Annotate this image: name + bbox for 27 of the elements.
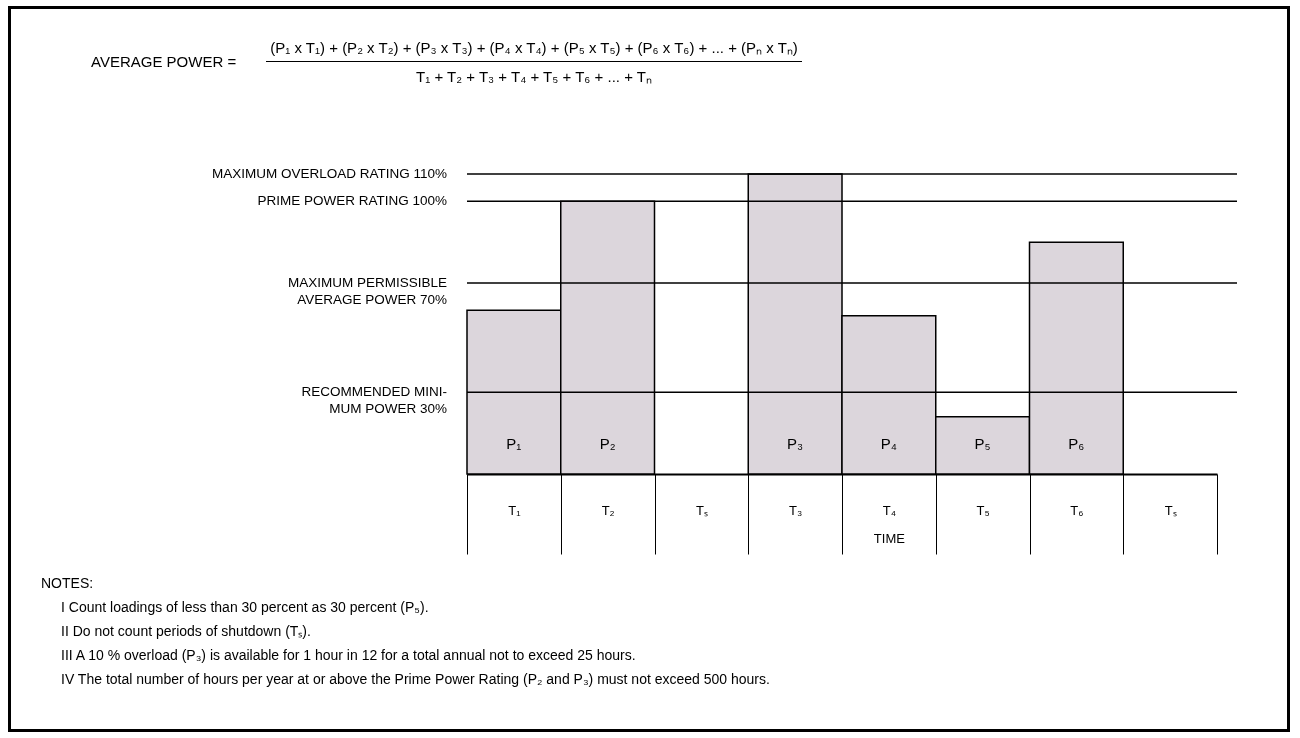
- x-tick-label: Tₛ: [1164, 502, 1177, 518]
- x-axis-title: TIME: [873, 531, 906, 546]
- text: T₁ + T₂ + T₃ + T₄ + T₅ + T₆ + ... + Tₙ: [415, 67, 653, 86]
- text: III A 10 % overload (P₃) is available for 1 hour in 12 for a total annual not to exceed 25 hours.: [60, 646, 637, 665]
- data-label: P₃: [787, 435, 804, 452]
- data-label: P₆: [1068, 435, 1085, 452]
- ref-line-label: MAXIMUM PERMISSIBLE AVERAGE POWER 70%: [287, 275, 447, 308]
- text: II Do not count periods of shutdown (Tₛ).: [60, 622, 312, 641]
- text: I Count loadings of less than 30 percent as 30 percent (P₅).: [60, 598, 430, 617]
- text: NOTES:: [41, 574, 95, 593]
- x-tick-label: T₅: [976, 502, 990, 518]
- ref-line-label: PRIME POWER RATING 100%: [257, 193, 447, 209]
- text: AVERAGE POWER =: [91, 53, 237, 70]
- x-tick-label: T₁: [508, 502, 522, 518]
- data-label: P₁: [506, 435, 522, 452]
- x-tick-label: T₂: [601, 502, 615, 518]
- x-tick-label: Tₛ: [695, 502, 708, 518]
- ref-line-label: MAXIMUM OVERLOAD RATING 110%: [211, 166, 447, 181]
- data-label: P₄: [880, 435, 897, 452]
- x-tick-label: T₃: [789, 502, 803, 518]
- text: (P₁ x T₁) + (P₂ x T₂) + (P₃ x T₃) + (P₄ x T₄) + (P₅ x T₅) + (P₆ x T₆) + ... + (Pₙ x Tₙ): [266, 37, 802, 62]
- x-tick-label: T₄: [882, 502, 896, 518]
- data-label: P₂: [599, 435, 616, 452]
- x-tick-label: T₆: [1070, 502, 1084, 518]
- text: IV The total number of hours per year at or above the Prime Power Rating (P₂ and P₃) must not exceed 500 hours.: [60, 670, 770, 689]
- data-label: P₅: [974, 435, 991, 452]
- ref-line-label: RECOMMENDED MINI- MUM POWER 30%: [301, 384, 447, 417]
